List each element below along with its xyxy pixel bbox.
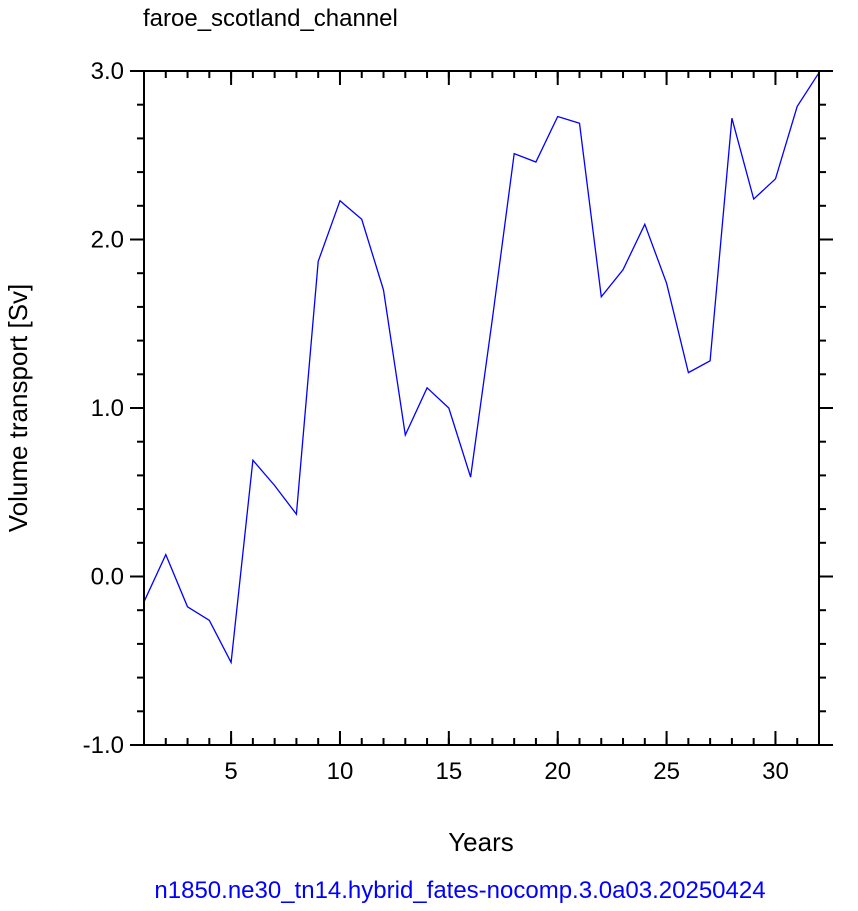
plot-frame — [143, 70, 820, 746]
y-tick-label: 0.0 — [91, 564, 124, 591]
y-tick-label: 1.0 — [91, 395, 124, 422]
x-tick-label: 25 — [653, 758, 680, 785]
x-tick-label: 5 — [224, 758, 237, 785]
chart-title: faroe_scotland_channel — [143, 5, 398, 32]
y-tick-label: 3.0 — [91, 58, 124, 85]
x-tick-label: 15 — [435, 758, 462, 785]
tick-marks — [130, 70, 833, 746]
x-axis-label: Years — [448, 827, 514, 857]
y-axis-label: Volume transport [Sv] — [3, 284, 33, 533]
y-tick-label: -1.0 — [83, 732, 124, 759]
x-tick-label: 30 — [762, 758, 789, 785]
tick-labels: 5 10 15 20 25 30 -1.0 0.0 1.0 2.0 3.0 — [83, 58, 789, 785]
y-tick-label: 2.0 — [91, 227, 124, 254]
x-tick-label: 10 — [327, 758, 354, 785]
series-line — [143, 72, 820, 665]
x-tick-label: 20 — [544, 758, 571, 785]
footer-caption: n1850.ne30_tn14.hybrid_fates-nocomp.3.0a… — [154, 877, 765, 904]
